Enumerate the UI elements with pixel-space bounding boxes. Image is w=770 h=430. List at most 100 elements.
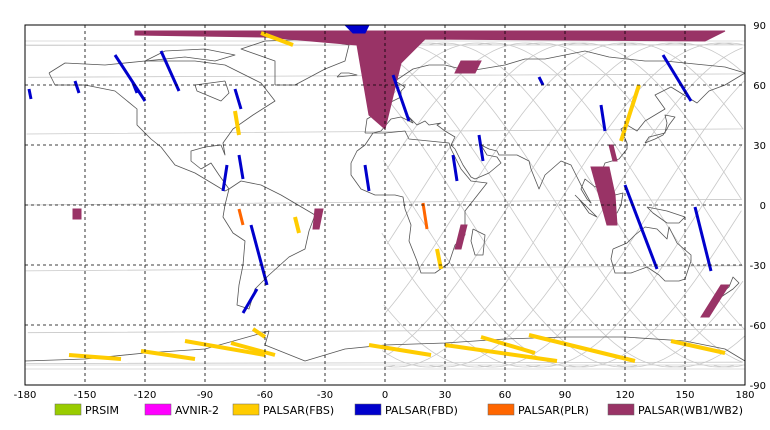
coverage-strip — [363, 164, 371, 192]
longitude-tick-label: 90 — [559, 390, 572, 401]
coastline — [646, 206, 686, 224]
coverage-area — [700, 284, 730, 318]
latitude-tick-label: 90 — [753, 21, 766, 32]
latitude-tick-label: -60 — [750, 321, 766, 332]
coverage-strip — [230, 341, 276, 357]
longitude-tick-label: 180 — [735, 390, 754, 401]
coastline — [222, 180, 316, 310]
longitude-tick-label: -180 — [14, 390, 37, 401]
longitude-tick-label: 150 — [675, 390, 694, 401]
coverage-strip — [444, 343, 558, 363]
orbit-track — [25, 42, 743, 272]
legend-label: PALSAR(FBS) — [263, 404, 334, 417]
orbit-track — [386, 42, 589, 245]
orbit-track — [28, 42, 746, 78]
coastline — [470, 228, 486, 256]
coverage-area — [454, 60, 482, 74]
coverage-area — [312, 208, 324, 230]
coverage-strip — [619, 84, 641, 142]
legend-item: PALSAR(PLR) — [487, 403, 589, 417]
coastline — [364, 50, 746, 204]
coverage-area — [72, 208, 82, 220]
coverage-strip — [368, 343, 432, 357]
coverage-area — [608, 144, 618, 162]
latitude-ticks: 90 60 30 0 -30 -60 -90 — [750, 21, 766, 392]
orbit-track — [388, 42, 734, 368]
coverage-strip — [623, 184, 659, 270]
legend-swatch — [144, 403, 172, 416]
coverage-strip — [480, 335, 536, 355]
coastline — [574, 194, 598, 218]
longitude-tick-label: -60 — [257, 390, 273, 401]
coastline — [644, 114, 676, 144]
longitude-tick-label: -90 — [197, 390, 213, 401]
legend-label: PALSAR(FBD) — [385, 404, 458, 417]
legend-swatch — [607, 403, 635, 416]
legend-swatch — [54, 403, 82, 416]
coastline — [48, 60, 276, 192]
coverage-strip — [293, 216, 301, 234]
coverage-strip — [159, 50, 181, 92]
coverage-strip — [249, 224, 269, 286]
legend-item: PALSAR(WB1/WB2) — [607, 403, 743, 417]
latitude-tick-label: 30 — [753, 141, 766, 152]
coverage-strip — [221, 164, 229, 192]
coverage-strip — [528, 333, 636, 363]
longitude-tick-label: -30 — [317, 390, 333, 401]
legend-label: AVNIR-2 — [175, 404, 219, 417]
legend-swatch — [354, 403, 382, 416]
longitude-tick-label: -150 — [74, 390, 97, 401]
legend-label: PRSIM — [85, 404, 119, 417]
longitude-tick-label: 30 — [439, 390, 452, 401]
orbit-track — [384, 42, 638, 314]
legend-swatch — [487, 403, 515, 416]
coverage-strip — [451, 154, 459, 182]
coverage-strip — [233, 88, 243, 110]
coverage-strip — [113, 54, 147, 102]
longitude-tick-label: 0 — [382, 390, 388, 401]
map-border — [24, 24, 746, 386]
latitude-tick-label: -90 — [750, 381, 766, 392]
latitude-tick-label: -30 — [750, 261, 766, 272]
coverage-strip — [68, 353, 122, 361]
coverage-strip — [73, 80, 81, 94]
legend-item: PALSAR(FBD) — [354, 403, 458, 417]
coverage-strip — [599, 104, 607, 132]
coverage-strip — [237, 154, 245, 180]
coverage-strip — [537, 76, 545, 86]
orbit-track — [386, 42, 686, 356]
coverage-area — [454, 224, 468, 250]
coastline — [24, 330, 746, 362]
orbit-track — [26, 42, 744, 135]
orbit-track — [27, 42, 746, 334]
latitude-tick-label: 60 — [753, 81, 766, 92]
coverage-strip — [233, 110, 241, 136]
legend-label: PALSAR(PLR) — [518, 404, 589, 417]
coastline — [336, 72, 358, 78]
coverage-strip — [241, 288, 259, 314]
legend-label: PALSAR(WB1/WB2) — [638, 404, 743, 417]
latitude-tick-label: 0 — [760, 201, 766, 212]
coverage-strip — [670, 339, 726, 355]
coastline — [144, 48, 236, 62]
coverage-strip — [260, 31, 294, 47]
coverage-area — [590, 166, 618, 226]
coverage-strip — [237, 208, 245, 226]
coverage-strip — [391, 74, 411, 122]
legend-item: AVNIR-2 — [144, 403, 219, 417]
legend-item: PALSAR(FBS) — [232, 403, 334, 417]
coastline — [194, 80, 230, 102]
coverage-strip — [421, 202, 429, 230]
lat-lon-grid — [25, 25, 745, 385]
coverage-strip — [140, 349, 196, 361]
orbit-track — [26, 42, 743, 364]
coverage-strip — [435, 248, 443, 270]
longitude-tick-label: 60 — [499, 390, 512, 401]
coverage-swaths — [27, 24, 730, 363]
legend-item: PRSIM — [54, 403, 119, 417]
legend-swatch — [232, 403, 260, 416]
coverage-strip — [661, 54, 693, 102]
coverage-strip — [693, 206, 713, 272]
coverage-strip — [477, 134, 485, 162]
